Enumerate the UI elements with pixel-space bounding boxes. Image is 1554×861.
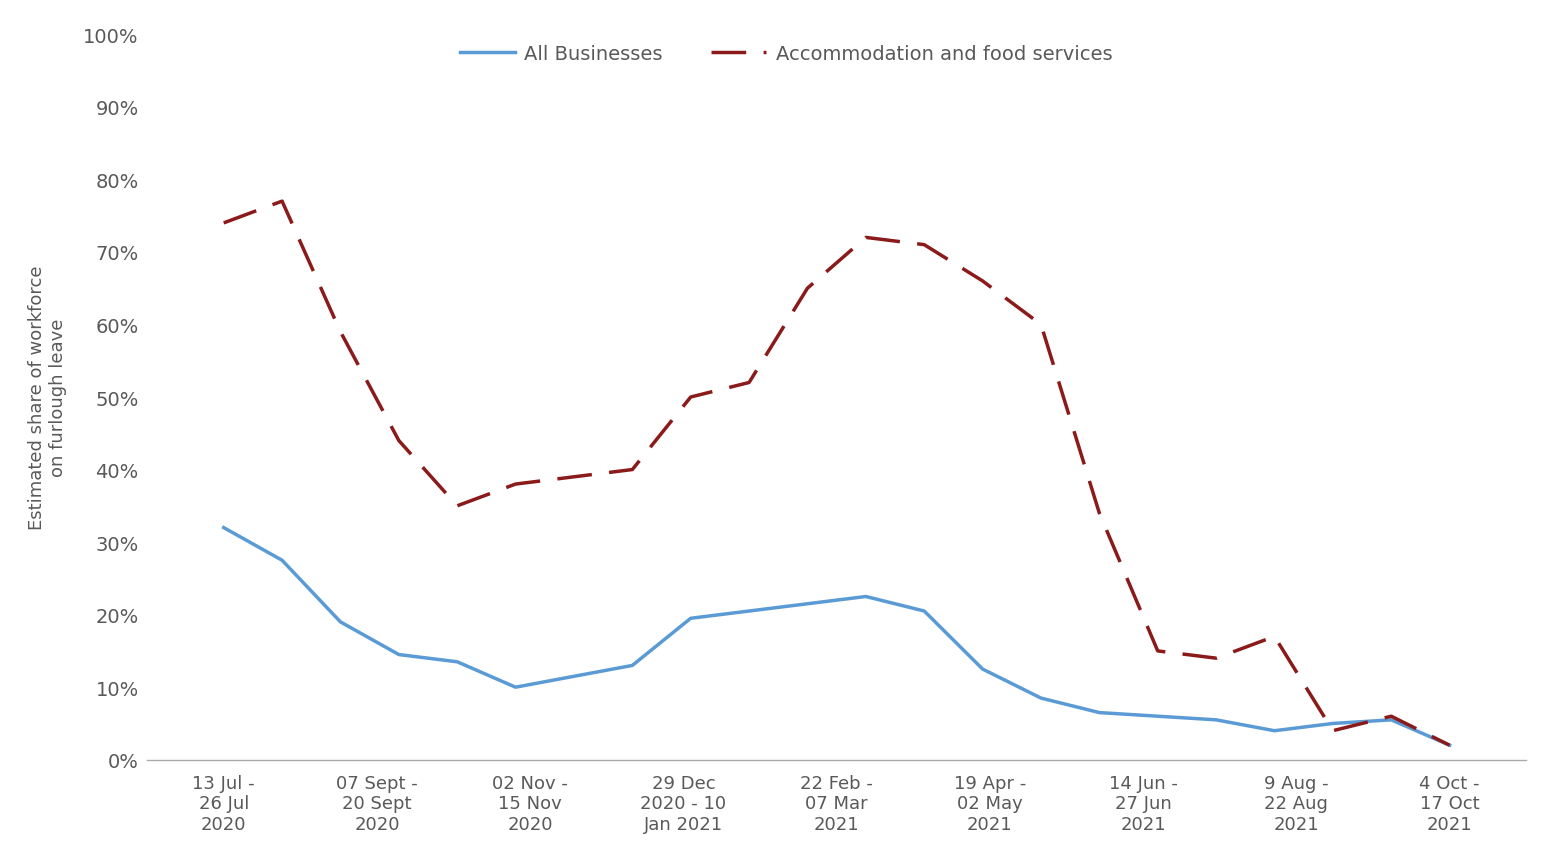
Accommodation and food services xyxy=(681,393,699,403)
Accommodation and food services xyxy=(856,233,875,244)
All Businesses xyxy=(214,523,233,533)
All Businesses xyxy=(331,617,350,628)
All Businesses xyxy=(1382,715,1400,725)
All Businesses xyxy=(799,599,817,610)
All Businesses xyxy=(1207,715,1226,725)
Accommodation and food services xyxy=(1148,646,1167,656)
All Businesses xyxy=(564,672,583,682)
Accommodation and food services xyxy=(1382,711,1400,722)
All Businesses xyxy=(1089,708,1108,718)
Accommodation and food services xyxy=(740,378,758,388)
All Businesses xyxy=(507,682,525,692)
All Businesses xyxy=(1324,718,1343,728)
Accommodation and food services xyxy=(1441,740,1459,751)
Accommodation and food services xyxy=(448,501,466,511)
Accommodation and food services xyxy=(915,240,934,251)
Accommodation and food services xyxy=(331,327,350,338)
Y-axis label: Estimated share of workforce
on furlough leave: Estimated share of workforce on furlough… xyxy=(28,265,67,530)
Line: Accommodation and food services: Accommodation and food services xyxy=(224,201,1450,746)
All Businesses xyxy=(448,657,466,667)
Accommodation and food services xyxy=(214,219,233,229)
Accommodation and food services xyxy=(799,283,817,294)
All Businesses xyxy=(623,660,642,671)
Accommodation and food services xyxy=(973,276,991,287)
Accommodation and food services xyxy=(1265,631,1284,641)
All Businesses xyxy=(390,649,409,660)
All Businesses xyxy=(740,606,758,616)
Accommodation and food services xyxy=(274,196,292,207)
Accommodation and food services xyxy=(1207,653,1226,664)
Line: All Businesses: All Businesses xyxy=(224,528,1450,746)
Accommodation and food services xyxy=(1032,320,1051,331)
Accommodation and food services xyxy=(623,465,642,475)
Accommodation and food services xyxy=(390,436,409,446)
All Businesses xyxy=(274,555,292,566)
All Businesses xyxy=(856,592,875,602)
Legend: All Businesses, Accommodation and food services: All Businesses, Accommodation and food s… xyxy=(460,45,1113,64)
All Businesses xyxy=(1441,740,1459,751)
All Businesses xyxy=(1148,711,1167,722)
Accommodation and food services xyxy=(564,472,583,482)
All Businesses xyxy=(681,613,699,623)
All Businesses xyxy=(915,606,934,616)
All Businesses xyxy=(1032,693,1051,703)
Accommodation and food services xyxy=(1324,726,1343,736)
All Businesses xyxy=(1265,726,1284,736)
Accommodation and food services xyxy=(1089,508,1108,518)
Accommodation and food services xyxy=(507,480,525,490)
All Businesses xyxy=(973,664,991,674)
